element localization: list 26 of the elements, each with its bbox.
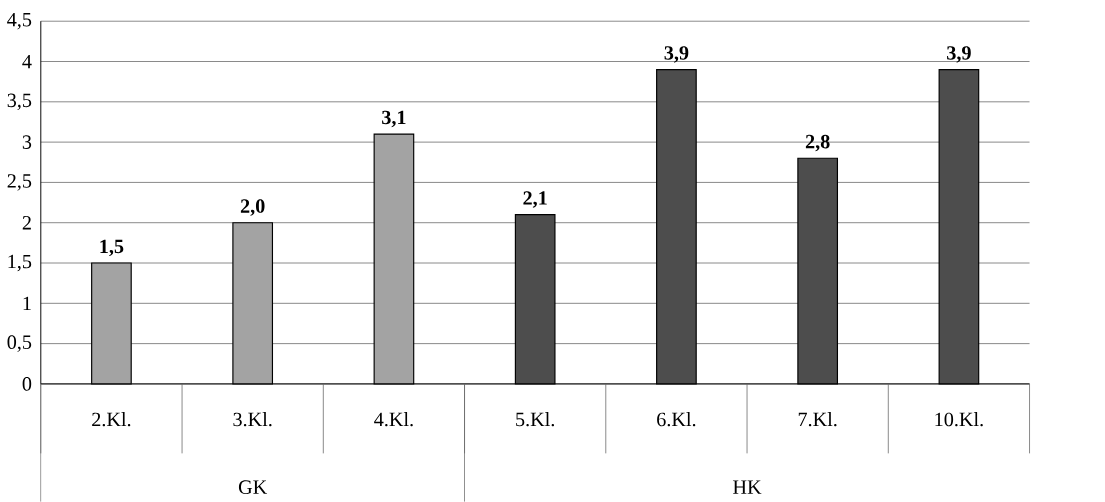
y-tick-label: 0 — [22, 377, 32, 391]
text: GK — [238, 480, 268, 494]
x-tick-label: 6.Kl. — [657, 412, 696, 427]
data-label: 2,1 — [523, 191, 547, 208]
data-label: 3,9 — [947, 46, 971, 63]
y-tick-label: 1,5 — [8, 254, 32, 272]
data-label: 2,0 — [240, 199, 265, 216]
y-tick-label: 2,5 — [7, 174, 32, 191]
x-tick-label: 4.Kl. — [374, 412, 413, 427]
x-tick-label: 2.Kl. — [92, 412, 131, 427]
data-label: 3,1 — [382, 110, 406, 128]
y-tick-label: 4,5 — [7, 13, 32, 30]
y-tick-label: 1 — [23, 296, 31, 310]
data-label: 3,9 — [664, 46, 689, 63]
x-tick-label: 10.Kl. — [935, 412, 983, 427]
data-label: 2,8 — [805, 134, 830, 152]
y-tick-label: 3 — [22, 135, 32, 149]
text: HK — [733, 480, 762, 494]
data-label: 1,5 — [100, 239, 124, 257]
y-tick-label: 3,5 — [7, 93, 32, 111]
x-tick-label: 3.Kl. — [233, 412, 272, 427]
y-tick-label: 4 — [22, 54, 32, 69]
y-tick-label: 2 — [22, 216, 31, 230]
x-tick-label: 5.Kl. — [516, 412, 555, 427]
x-tick-label: 7.Kl. — [798, 412, 837, 427]
y-tick-label: 0,5 — [7, 335, 32, 352]
